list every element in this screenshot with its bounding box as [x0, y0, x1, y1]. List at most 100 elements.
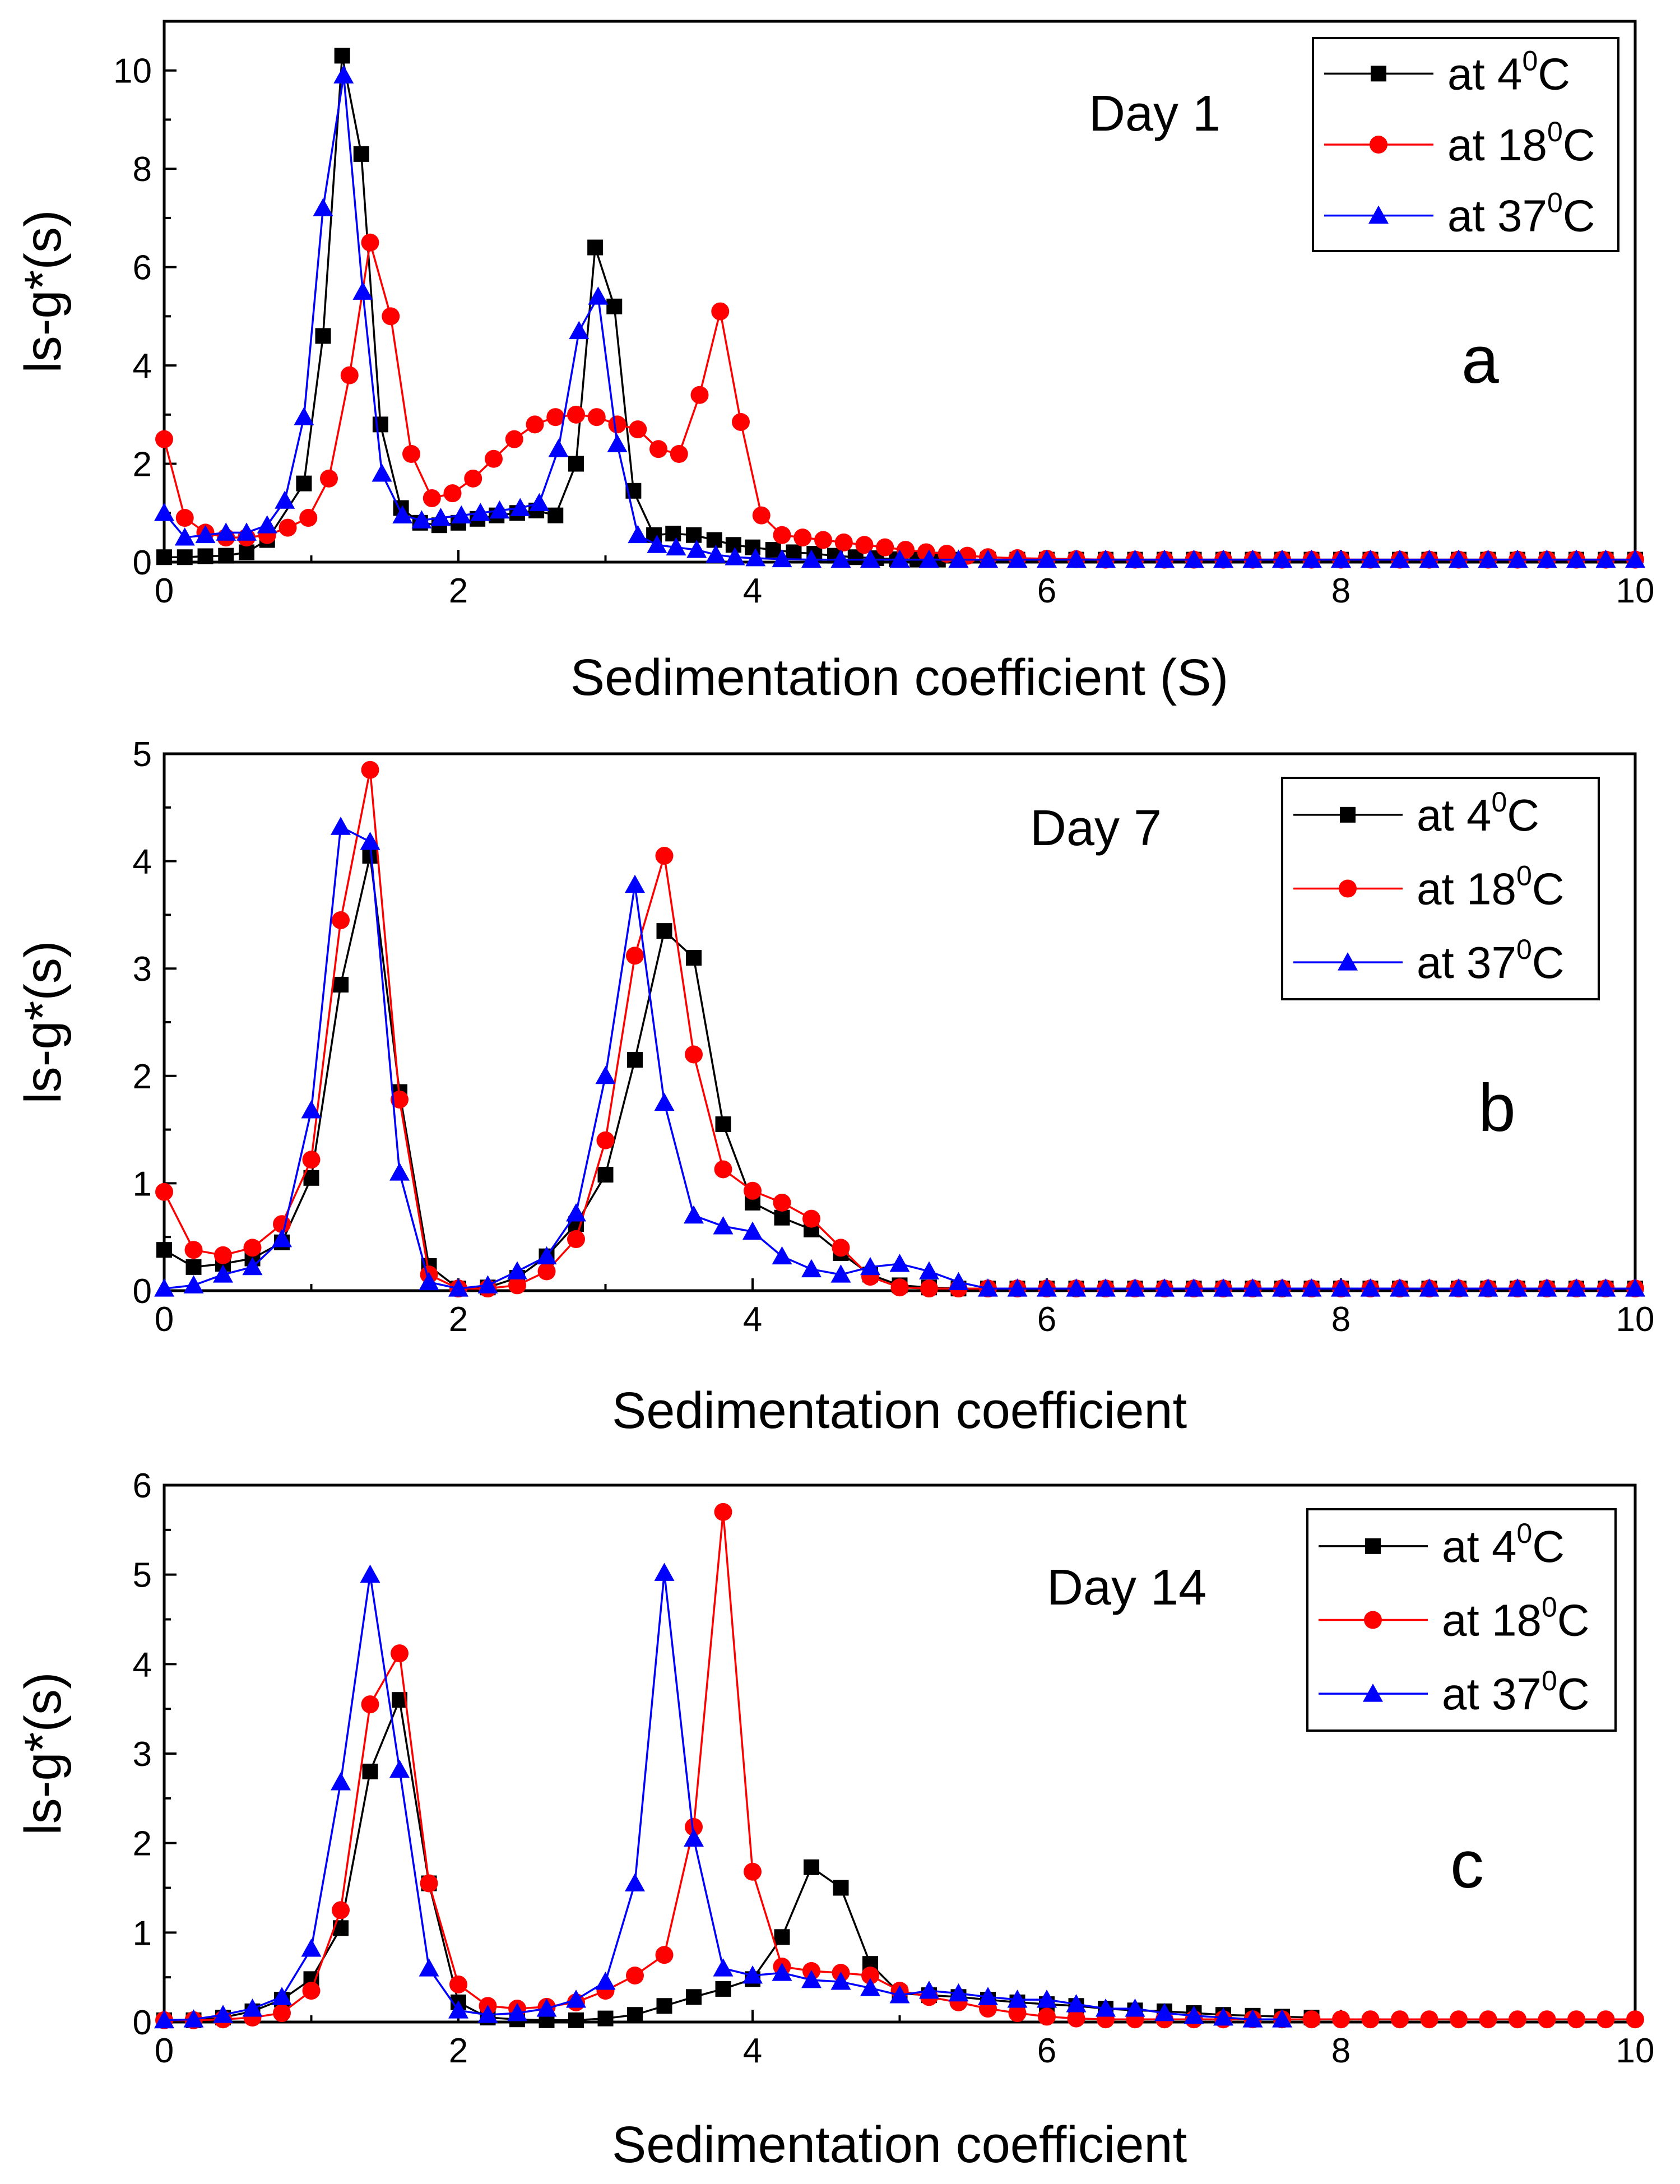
data-point [595, 1972, 616, 1990]
data-point [423, 489, 441, 507]
data-point [1125, 1278, 1145, 1297]
data-point [392, 505, 413, 524]
data-point [685, 1045, 703, 1064]
data-point [382, 307, 400, 326]
data-point [1008, 2004, 1027, 2023]
data-point [334, 48, 350, 64]
data-point [978, 1987, 998, 2005]
data-point [214, 1246, 232, 1264]
data-point [670, 445, 688, 463]
data-point [1272, 2009, 1292, 2028]
data-point [1420, 2010, 1438, 2029]
data-point [860, 1978, 880, 1996]
data-point [595, 1065, 616, 1084]
data-point [1007, 549, 1028, 568]
data-point [714, 1503, 732, 1521]
data-point [275, 490, 295, 509]
data-point [1360, 1278, 1381, 1297]
data-point [876, 538, 894, 557]
legend-marker [1340, 806, 1356, 823]
data-point [391, 1090, 409, 1109]
data-point [773, 1193, 791, 1212]
data-point [665, 526, 681, 542]
data-point [647, 535, 667, 553]
data-point [654, 1092, 675, 1111]
data-point [1154, 2003, 1175, 2021]
data-point [177, 549, 193, 565]
data-point [666, 537, 686, 556]
y-tick-label: 4 [133, 1645, 152, 1684]
data-point [587, 239, 604, 256]
y-tick-label: 3 [133, 950, 152, 989]
data-point [352, 281, 373, 300]
data-point [430, 508, 451, 526]
data-point [1066, 1994, 1087, 2013]
legend: at 40C at 180C at 370C [1306, 1508, 1617, 1732]
data-point [1391, 2010, 1409, 2029]
data-point [485, 449, 503, 468]
data-point [628, 525, 648, 544]
data-point [772, 1246, 792, 1265]
data-point [1595, 1278, 1616, 1297]
x-tick-label: 0 [155, 2032, 174, 2070]
panel-a: Day 1 a Sedimentation coefficient (S) ls… [15, 20, 1654, 706]
data-point [242, 1998, 263, 2017]
data-point [361, 1695, 379, 1714]
data-point [451, 505, 472, 524]
y-axis-title-a: ls-g*(s) [15, 210, 72, 373]
data-point [1096, 549, 1116, 568]
data-point [448, 1278, 468, 1297]
data-point [686, 950, 702, 966]
data-point [154, 1278, 174, 1297]
data-point [154, 2010, 174, 2029]
series-1 [155, 233, 1644, 569]
data-point [156, 1242, 172, 1258]
data-point [1242, 549, 1263, 568]
data-point [464, 469, 482, 488]
y-tick-label: 0 [133, 2004, 152, 2042]
data-point [1301, 549, 1322, 568]
data-point [1037, 549, 1057, 568]
data-point [420, 1874, 438, 1893]
data-point [1507, 549, 1528, 568]
data-point [1272, 1278, 1292, 1297]
x-tick-label: 6 [1037, 572, 1056, 610]
data-point [706, 544, 726, 563]
x-tick-label: 6 [1037, 1300, 1056, 1339]
data-point [920, 1279, 938, 1298]
data-point [510, 498, 531, 516]
data-point [372, 416, 388, 433]
data-point [654, 1562, 675, 1581]
data-point [1242, 2009, 1263, 2028]
legend-marker [1339, 879, 1357, 898]
y-tick-label: 4 [133, 347, 152, 386]
data-point [1450, 2010, 1468, 2029]
data-point [1479, 2010, 1497, 2029]
data-point [155, 1183, 173, 1201]
data-point [272, 1987, 292, 2005]
data-point [744, 1862, 762, 1881]
data-point [978, 549, 998, 568]
data-point [569, 321, 590, 340]
data-point [156, 549, 172, 565]
data-point [301, 1939, 322, 1957]
data-point [714, 1160, 732, 1179]
data-point [183, 2009, 204, 2028]
data-point [802, 1209, 820, 1228]
y-tick-label: 10 [113, 52, 152, 91]
data-point [773, 526, 791, 544]
data-point [216, 522, 236, 541]
data-point [567, 405, 585, 424]
data-point [686, 540, 707, 558]
data-point [1125, 549, 1145, 568]
data-point [299, 509, 318, 527]
data-point [1507, 1278, 1528, 1297]
legend-label: at 180C [1442, 1592, 1590, 1645]
data-point [567, 1230, 585, 1249]
data-point [419, 1958, 439, 1977]
y-axis-title-b: ls-g*(s) [15, 940, 72, 1103]
legend-marker [1363, 1684, 1383, 1702]
x-axis-title-a: Sedimentation coefficient (S) [570, 649, 1228, 706]
data-point [218, 548, 234, 564]
data-point [389, 1759, 410, 1778]
